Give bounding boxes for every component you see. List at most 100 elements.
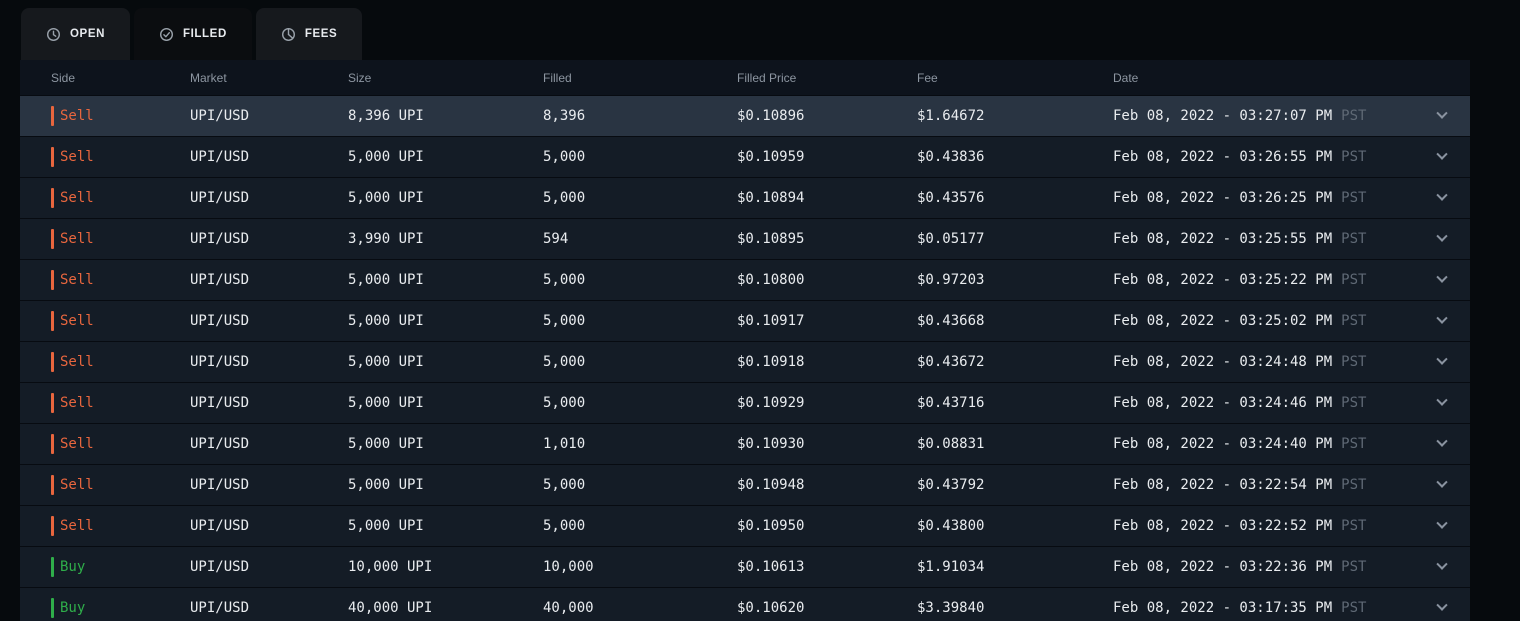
fee-cell: $0.43668 [917, 313, 985, 329]
timezone-label: PST [1341, 559, 1367, 575]
market-cell: UPI/USD [190, 190, 250, 206]
table-row[interactable]: Sell UPI/USD 8,396 UPI 8,396 $0.10896 $1… [20, 95, 1470, 136]
table-row[interactable]: Sell UPI/USD 5,000 UPI 5,000 $0.10918 $0… [20, 341, 1470, 382]
filled-cell: 5,000 [543, 149, 586, 165]
filled-cell: 5,000 [543, 313, 586, 329]
date-cell: Feb 08, 2022 - 03:22:52 PM PST [1113, 518, 1414, 534]
side-cell: Sell [51, 270, 190, 290]
expand-row-cell [1414, 148, 1470, 161]
table-row[interactable]: Sell UPI/USD 5,000 UPI 5,000 $0.10917 $0… [20, 300, 1470, 341]
side-label: Sell [60, 477, 94, 493]
chevron-down-icon[interactable] [1436, 476, 1448, 488]
expand-row-cell [1414, 394, 1470, 407]
chevron-down-icon[interactable] [1436, 394, 1448, 406]
timezone-label: PST [1341, 313, 1367, 329]
side-cell: Sell [51, 475, 190, 495]
date-cell: Feb 08, 2022 - 03:22:54 PM PST [1113, 477, 1414, 493]
side-cell: Sell [51, 516, 190, 536]
date-cell: Feb 08, 2022 - 03:27:07 PM PST [1113, 108, 1414, 124]
chevron-down-icon[interactable] [1436, 517, 1448, 529]
chevron-down-icon[interactable] [1436, 230, 1448, 242]
side-label: Buy [60, 600, 86, 616]
tab-filled[interactable]: FILLED [134, 8, 252, 60]
chevron-down-icon[interactable] [1436, 312, 1448, 324]
market-cell: UPI/USD [190, 600, 250, 616]
date-cell: Feb 08, 2022 - 03:25:55 PM PST [1113, 231, 1414, 247]
filled-price-cell: $0.10613 [737, 559, 805, 575]
timezone-label: PST [1341, 354, 1367, 370]
chevron-down-icon[interactable] [1436, 435, 1448, 447]
side-cell: Sell [51, 147, 190, 167]
fee-cell: $0.43836 [917, 149, 985, 165]
timezone-label: PST [1341, 395, 1367, 411]
size-cell: 5,000 UPI [348, 477, 424, 493]
side-label: Sell [60, 354, 94, 370]
market-cell: UPI/USD [190, 436, 250, 452]
pie-chart-icon [281, 27, 295, 41]
filled-price-cell: $0.10620 [737, 600, 805, 616]
table-row[interactable]: Sell UPI/USD 5,000 UPI 5,000 $0.10800 $0… [20, 259, 1470, 300]
market-cell: UPI/USD [190, 313, 250, 329]
fills-table-header: Side Market Size Filled Filled Price Fee… [20, 60, 1470, 95]
market-cell: UPI/USD [190, 395, 250, 411]
side-indicator-bar [51, 147, 54, 167]
market-cell: UPI/USD [190, 108, 250, 124]
chevron-down-icon[interactable] [1436, 353, 1448, 365]
tab-open[interactable]: OPEN [21, 8, 130, 60]
table-row[interactable]: Sell UPI/USD 5,000 UPI 5,000 $0.10948 $0… [20, 464, 1470, 505]
clock-icon [46, 27, 61, 41]
check-circle-icon [159, 27, 174, 41]
chevron-down-icon[interactable] [1436, 599, 1448, 611]
table-row[interactable]: Sell UPI/USD 5,000 UPI 5,000 $0.10894 $0… [20, 177, 1470, 218]
table-row[interactable]: Sell UPI/USD 5,000 UPI 5,000 $0.10959 $0… [20, 136, 1470, 177]
chevron-down-icon[interactable] [1436, 148, 1448, 160]
chevron-down-icon[interactable] [1436, 189, 1448, 201]
filled-price-cell: $0.10930 [737, 436, 805, 452]
side-cell: Buy [51, 598, 190, 618]
expand-row-cell [1414, 558, 1470, 571]
table-row[interactable]: Buy UPI/USD 40,000 UPI 40,000 $0.10620 $… [20, 587, 1470, 621]
fee-cell: $1.64672 [917, 108, 985, 124]
timezone-label: PST [1341, 600, 1367, 616]
date-text: Feb 08, 2022 - 03:24:48 PM [1113, 354, 1333, 370]
side-indicator-bar [51, 188, 54, 208]
date-text: Feb 08, 2022 - 03:17:35 PM [1113, 600, 1333, 616]
filled-cell: 5,000 [543, 272, 586, 288]
market-cell: UPI/USD [190, 559, 250, 575]
filled-cell: 5,000 [543, 477, 586, 493]
market-cell: UPI/USD [190, 354, 250, 370]
chevron-down-icon[interactable] [1436, 271, 1448, 283]
filled-price-cell: $0.10918 [737, 354, 805, 370]
side-label: Sell [60, 231, 94, 247]
column-header-filled-price: Filled Price [737, 70, 797, 85]
filled-cell: 5,000 [543, 518, 586, 534]
side-cell: Sell [51, 393, 190, 413]
date-cell: Feb 08, 2022 - 03:26:25 PM PST [1113, 190, 1414, 206]
chevron-down-icon[interactable] [1436, 107, 1448, 119]
fee-cell: $3.39840 [917, 600, 985, 616]
size-cell: 8,396 UPI [348, 108, 424, 124]
filled-cell: 8,396 [543, 108, 586, 124]
size-cell: 3,990 UPI [348, 231, 424, 247]
date-text: Feb 08, 2022 - 03:22:52 PM [1113, 518, 1333, 534]
table-row[interactable]: Sell UPI/USD 5,000 UPI 5,000 $0.10929 $0… [20, 382, 1470, 423]
date-cell: Feb 08, 2022 - 03:17:35 PM PST [1113, 600, 1414, 616]
side-indicator-bar [51, 516, 54, 536]
table-row[interactable]: Sell UPI/USD 5,000 UPI 5,000 $0.10950 $0… [20, 505, 1470, 546]
table-row[interactable]: Sell UPI/USD 5,000 UPI 1,010 $0.10930 $0… [20, 423, 1470, 464]
chevron-down-icon[interactable] [1436, 558, 1448, 570]
table-body: Sell UPI/USD 8,396 UPI 8,396 $0.10896 $1… [20, 95, 1470, 621]
table-row[interactable]: Sell UPI/USD 3,990 UPI 594 $0.10895 $0.0… [20, 218, 1470, 259]
side-cell: Sell [51, 352, 190, 372]
fee-cell: $0.08831 [917, 436, 985, 452]
table-row[interactable]: Buy UPI/USD 10,000 UPI 10,000 $0.10613 $… [20, 546, 1470, 587]
side-label: Sell [60, 272, 94, 288]
tab-fees[interactable]: FEES [255, 8, 363, 60]
date-text: Feb 08, 2022 - 03:25:55 PM [1113, 231, 1333, 247]
timezone-label: PST [1341, 108, 1367, 124]
date-cell: Feb 08, 2022 - 03:22:36 PM PST [1113, 559, 1414, 575]
column-header-fee: Fee [917, 70, 938, 85]
side-label: Sell [60, 518, 94, 534]
filled-cell: 5,000 [543, 190, 586, 206]
size-cell: 5,000 UPI [348, 149, 424, 165]
